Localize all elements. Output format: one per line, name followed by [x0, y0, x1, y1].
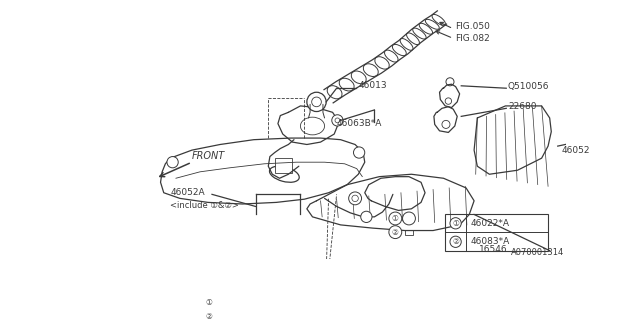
Text: 46022*A: 46022*A — [471, 219, 510, 228]
Text: FIG.082: FIG.082 — [455, 34, 490, 43]
Ellipse shape — [351, 71, 366, 84]
Text: ①: ① — [205, 298, 212, 308]
Text: ①: ① — [452, 219, 459, 228]
Ellipse shape — [413, 28, 426, 39]
Ellipse shape — [404, 216, 414, 221]
Text: 46083*A: 46083*A — [471, 237, 510, 246]
Text: 16546: 16546 — [479, 244, 508, 253]
Circle shape — [352, 195, 358, 202]
Ellipse shape — [406, 33, 419, 45]
Circle shape — [389, 226, 402, 239]
Circle shape — [442, 120, 450, 128]
Bar — [275, 158, 292, 173]
Bar — [218, 313, 228, 320]
Circle shape — [202, 310, 215, 320]
Text: FIG.050: FIG.050 — [455, 22, 490, 31]
Text: <include ①&②>: <include ①&②> — [170, 201, 239, 210]
Ellipse shape — [364, 64, 378, 76]
Text: FRONT: FRONT — [192, 151, 225, 161]
Ellipse shape — [269, 166, 300, 182]
Bar — [405, 230, 413, 235]
Bar — [445, 214, 548, 251]
Ellipse shape — [392, 44, 406, 56]
Circle shape — [335, 118, 340, 123]
Ellipse shape — [218, 300, 230, 306]
Text: A070001314: A070001314 — [511, 248, 564, 257]
Circle shape — [307, 92, 326, 112]
Circle shape — [353, 147, 365, 158]
Circle shape — [202, 296, 215, 309]
Text: ②: ② — [392, 228, 399, 236]
Text: ②: ② — [452, 237, 459, 246]
Ellipse shape — [426, 19, 439, 29]
Text: 46052A: 46052A — [170, 188, 205, 197]
Circle shape — [312, 97, 321, 107]
Ellipse shape — [375, 57, 389, 69]
Ellipse shape — [419, 23, 433, 34]
Ellipse shape — [327, 86, 342, 99]
Circle shape — [450, 218, 461, 229]
Ellipse shape — [300, 117, 324, 135]
Text: ②: ② — [205, 312, 212, 320]
Circle shape — [389, 212, 402, 225]
Text: 46052: 46052 — [562, 146, 590, 155]
Ellipse shape — [432, 14, 445, 25]
Text: ①: ① — [392, 214, 399, 223]
Circle shape — [361, 211, 372, 222]
Circle shape — [349, 192, 362, 205]
Circle shape — [403, 212, 415, 225]
Text: 46063B*A: 46063B*A — [337, 119, 382, 128]
Ellipse shape — [385, 50, 398, 62]
Circle shape — [445, 98, 452, 104]
Circle shape — [450, 236, 461, 247]
Ellipse shape — [400, 38, 413, 50]
Circle shape — [217, 296, 231, 310]
Text: 46013: 46013 — [358, 81, 387, 90]
Ellipse shape — [339, 78, 354, 91]
Circle shape — [332, 115, 343, 126]
Text: Q510056: Q510056 — [508, 82, 549, 91]
Text: 22680: 22680 — [508, 102, 536, 111]
Circle shape — [167, 156, 178, 168]
Circle shape — [446, 78, 454, 86]
